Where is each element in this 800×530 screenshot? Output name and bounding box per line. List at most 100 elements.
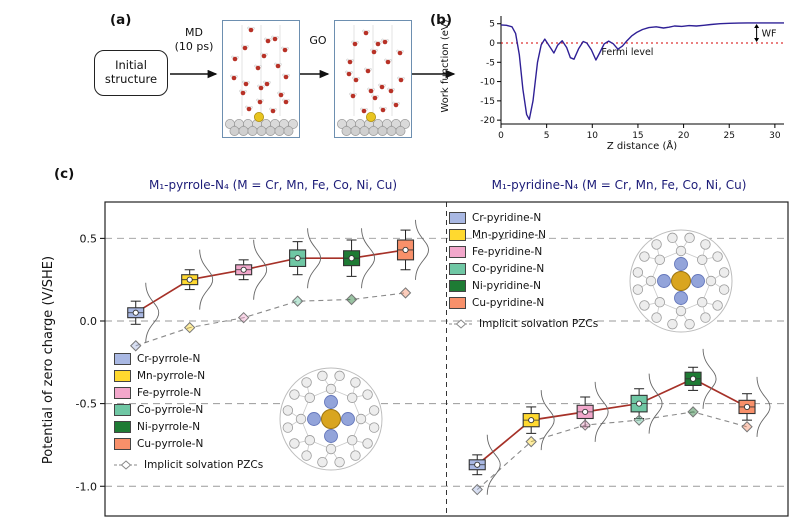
svg-text:5: 5 <box>544 131 550 141</box>
fe-swatch-icon <box>114 387 131 399</box>
svg-text:0.5: 0.5 <box>80 232 98 245</box>
distribution-curve <box>594 381 609 442</box>
mean-marker <box>348 255 355 262</box>
co-swatch-icon <box>449 263 466 275</box>
panel-b-label: (b) <box>430 12 453 28</box>
nitrogen-atom <box>341 412 355 426</box>
legend-label: Mn-pyrrole-N <box>137 370 206 382</box>
legend-label: Cr-pyrrole-N <box>137 353 201 365</box>
legend-item-fe-pyridine: Fe-pyridine-N <box>449 246 598 258</box>
mean-marker <box>528 417 535 424</box>
cr-swatch-icon <box>114 353 131 365</box>
fe-swatch-icon <box>449 246 466 258</box>
md-step-label: MD (10 ps) <box>174 26 214 53</box>
co-swatch-icon <box>114 404 131 416</box>
legend-item-ni-pyridine: Ni-pyridine-N <box>449 280 598 292</box>
nitrogen-atom <box>657 274 671 288</box>
nitrogen-atom <box>674 257 688 271</box>
legend-item-cr-pyridine: Cr-pyridine-N <box>449 212 598 224</box>
distribution-curve <box>702 348 717 409</box>
pyridine-legend: Cr-pyridine-N Mn-pyridine-N Fe-pyridine-… <box>449 212 598 333</box>
legend-item-co-pyrrole: Co-pyrrole-N <box>114 404 263 416</box>
distribution-curve <box>415 219 429 280</box>
svg-text:-10: -10 <box>480 78 495 88</box>
fermi-level-label: Fermi level <box>601 47 653 58</box>
pzc-y-axis-label: Potential of zero charge (V/SHE) <box>41 255 56 465</box>
mean-marker <box>240 266 247 273</box>
pyridine-group-title: M₁-pyridine-N₄ (M = Cr, Mn, Fe, Co, Ni, … <box>491 178 747 192</box>
svg-text:5: 5 <box>489 20 495 30</box>
metal-adatom <box>365 112 376 123</box>
mean-marker <box>294 255 301 262</box>
panel-c-label: (c) <box>54 166 75 182</box>
panel-a-label: (a) <box>110 12 132 28</box>
distribution-curve <box>199 249 214 310</box>
distribution-curve <box>648 373 663 434</box>
metal-center-atom <box>321 409 341 429</box>
legend-label: Implicit solvation PZCs <box>144 458 264 471</box>
implicit-pzc-marker-Fe <box>237 311 250 324</box>
pyridine-molecule-inset <box>629 229 733 333</box>
go-snapshot-image <box>334 20 412 138</box>
legend-item-implicit-pyrrole: Implicit solvation PZCs <box>114 455 263 474</box>
svg-text:25: 25 <box>723 131 734 141</box>
distribution-curve <box>307 228 322 289</box>
legend-item-cu-pyridine: Cu-pyridine-N <box>449 297 598 309</box>
svg-text:0: 0 <box>489 39 495 49</box>
pyrrole-group-title: M₁-pyrrole-N₄ (M = Cr, Mn, Fe, Co, Ni, C… <box>148 178 398 192</box>
plot-frame <box>104 201 789 517</box>
pzc-chart: 0.5 0.0 -0.5 -1.0 <box>76 201 789 517</box>
legend-label: Cu-pyrrole-N <box>137 438 204 450</box>
implicit-pzc-marker-Cu <box>399 287 412 299</box>
explicit-pzc-line <box>476 377 748 466</box>
metal-adatom <box>253 112 264 123</box>
initial-structure-box: Initial structure <box>94 50 168 96</box>
implicit-pzc-marker-Co <box>291 295 304 307</box>
svg-text:-20: -20 <box>480 116 495 126</box>
implicit-pzc-icon <box>114 455 138 474</box>
implicit-pzc-marker-Fe <box>579 419 591 431</box>
implicit-pzc-marker-Co <box>633 414 645 426</box>
implicit-pzc-marker-Mn <box>183 321 196 334</box>
legend-label: Cu-pyridine-N <box>472 297 545 309</box>
pyrrole-molecule-inset <box>279 367 383 471</box>
legend-item-ni-pyrrole: Ni-pyrrole-N <box>114 421 263 433</box>
implicit-pzc-icon <box>449 314 473 333</box>
mean-marker <box>402 246 409 253</box>
svg-text:-5: -5 <box>486 58 495 68</box>
legend-label: Ni-pyrrole-N <box>137 421 201 433</box>
explicit-pzc-line <box>135 249 406 314</box>
distribution-curve <box>253 239 268 300</box>
implicit-pzc-line <box>476 411 748 491</box>
legend-label: Mn-pyridine-N <box>472 229 546 241</box>
cr-swatch-icon <box>449 212 466 224</box>
legend-item-cr-pyrrole: Cr-pyrrole-N <box>114 353 263 365</box>
implicit-pzc-marker-Cr <box>130 340 142 352</box>
cu-swatch-icon <box>114 438 131 450</box>
mean-marker <box>636 400 643 407</box>
implicit-pzc-marker-Cu <box>741 421 753 433</box>
mean-marker <box>474 461 481 468</box>
md-snapshot-image <box>222 20 300 138</box>
mean-marker <box>743 403 751 410</box>
svg-text:-1.0: -1.0 <box>76 480 97 493</box>
distribution-curve <box>756 376 771 437</box>
svg-text:-15: -15 <box>480 97 495 107</box>
legend-label: Co-pyridine-N <box>472 263 545 275</box>
legend-label: Fe-pyrrole-N <box>137 387 202 399</box>
legend-item-implicit-pyridine: Implicit solvation PZCs <box>449 314 598 333</box>
legend-label: Cr-pyridine-N <box>472 212 542 224</box>
svg-text:0: 0 <box>498 131 504 141</box>
nitrogen-atom <box>324 395 338 409</box>
distribution-curve <box>486 434 501 495</box>
implicit-pzc-marker-Ni <box>345 293 358 306</box>
legend-label: Fe-pyridine-N <box>472 246 543 258</box>
mean-marker <box>582 408 589 415</box>
svg-text:10: 10 <box>587 131 599 141</box>
pyrrole-legend: Cr-pyrrole-N Mn-pyrrole-N Fe-pyrrole-N C… <box>114 353 263 474</box>
svg-text:-0.5: -0.5 <box>76 398 97 411</box>
implicit-pzc-line <box>135 292 406 347</box>
ni-swatch-icon <box>114 421 131 433</box>
